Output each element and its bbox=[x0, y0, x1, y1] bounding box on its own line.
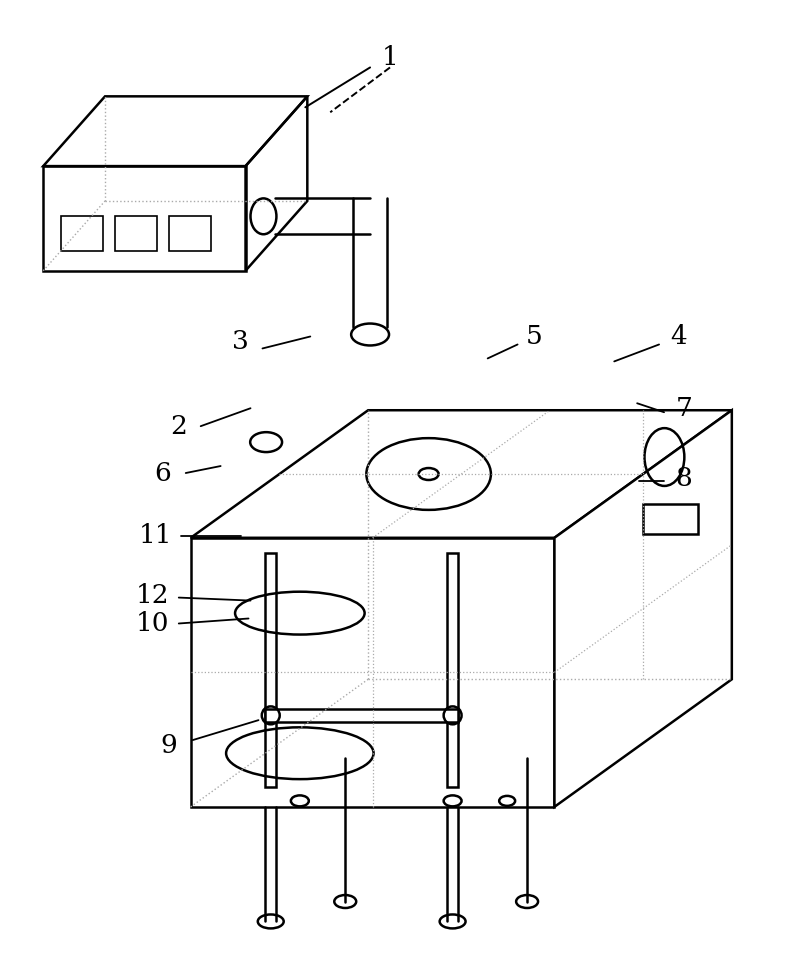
Polygon shape bbox=[447, 553, 458, 787]
Polygon shape bbox=[265, 709, 458, 722]
Text: 1: 1 bbox=[382, 45, 399, 70]
Polygon shape bbox=[191, 538, 554, 807]
Polygon shape bbox=[265, 553, 276, 787]
Text: 11: 11 bbox=[139, 523, 172, 549]
Text: 2: 2 bbox=[171, 414, 187, 439]
Text: 3: 3 bbox=[232, 329, 249, 354]
Text: 7: 7 bbox=[676, 396, 692, 421]
Text: 5: 5 bbox=[526, 324, 543, 349]
Text: 10: 10 bbox=[136, 611, 170, 636]
Polygon shape bbox=[554, 410, 732, 807]
Text: 9: 9 bbox=[160, 732, 177, 757]
Polygon shape bbox=[191, 410, 732, 538]
Text: 6: 6 bbox=[155, 461, 172, 486]
Text: 12: 12 bbox=[136, 583, 170, 608]
Text: 8: 8 bbox=[676, 466, 692, 490]
Text: 4: 4 bbox=[671, 324, 688, 349]
